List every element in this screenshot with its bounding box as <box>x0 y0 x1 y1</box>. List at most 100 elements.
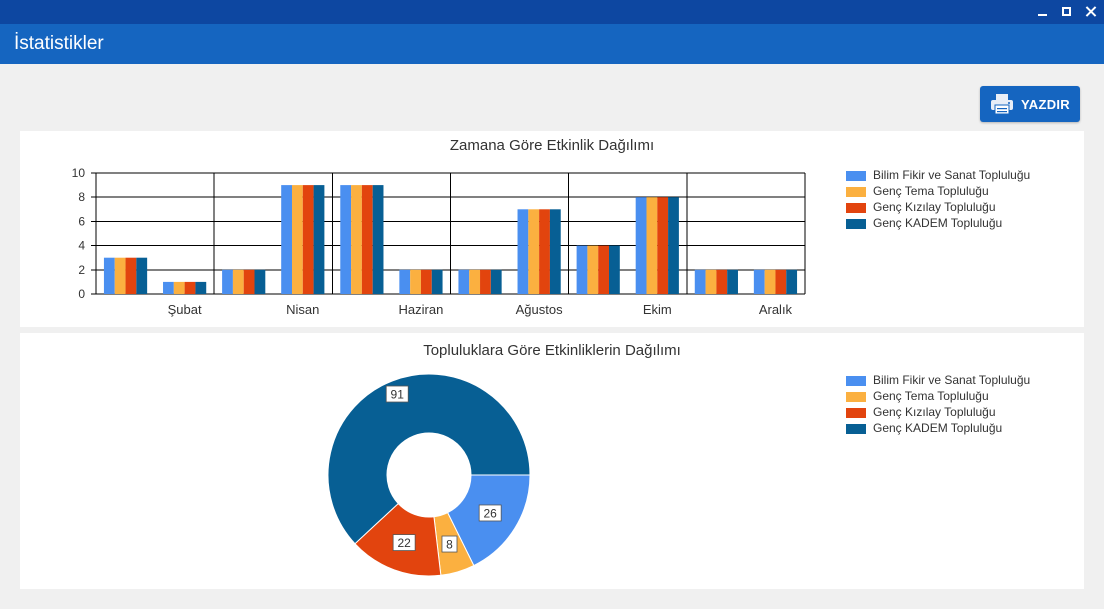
bar <box>399 269 411 294</box>
legend-swatch <box>846 171 866 181</box>
y-tick-label: 6 <box>78 214 85 228</box>
slice-label: 91 <box>391 388 405 402</box>
minimize-icon[interactable] <box>1034 3 1052 21</box>
legend-label: Bilim Fikir ve Sanat Topluluğu <box>873 373 1031 387</box>
bar <box>125 257 137 294</box>
slice-label-box <box>478 504 502 522</box>
bar <box>163 281 174 294</box>
bar <box>302 185 314 294</box>
bar <box>410 269 421 294</box>
bar <box>716 269 728 294</box>
legend-swatch <box>846 187 866 197</box>
bar <box>598 245 610 294</box>
bar <box>136 257 148 294</box>
x-tick-label: Aralık <box>759 302 793 317</box>
bar <box>195 281 207 294</box>
print-button-label: YAZDIR <box>1021 97 1070 112</box>
legend-label: Genç Tema Topluluğu <box>873 389 989 403</box>
bar <box>103 257 115 294</box>
bar <box>786 269 798 294</box>
legend-label: Genç KADEM Topluluğu <box>873 216 1003 230</box>
pie-chart-panel: Topluluklara Göre Etkinliklerin Dağılımı… <box>20 333 1084 589</box>
bar <box>635 197 647 294</box>
legend-label: Genç KADEM Topluluğu <box>873 421 1003 435</box>
printer-icon <box>991 94 1013 115</box>
bar <box>291 185 303 294</box>
window-bar <box>0 0 1104 24</box>
bar-chart-panel: Zamana Göre Etkinlik Dağılımı 0 2 4 6 8 10 Şub… <box>20 131 1084 327</box>
bar <box>243 269 255 294</box>
bar <box>528 209 540 294</box>
bar <box>254 269 266 294</box>
print-button[interactable]: YAZDIR <box>980 86 1080 122</box>
y-tick-label: 8 <box>78 190 85 204</box>
page-title: İstatistikler <box>14 33 104 54</box>
legend-swatch <box>846 408 866 418</box>
legend-swatch <box>846 392 866 402</box>
legend-label: Genç Tema Topluluğu <box>873 184 989 198</box>
slice-label: 26 <box>483 506 497 520</box>
close-icon[interactable] <box>1082 3 1100 21</box>
legend-label: Bilim Fikir ve Sanat Topluluğu <box>873 168 1031 182</box>
bar <box>775 269 787 294</box>
bar <box>361 185 373 294</box>
bar <box>458 269 470 294</box>
bar <box>705 269 717 294</box>
bar <box>657 197 669 294</box>
x-tick-label: Şubat <box>168 302 202 317</box>
bar <box>549 209 561 294</box>
slice-label: 8 <box>446 538 453 552</box>
bar <box>587 245 599 294</box>
bar <box>184 281 196 294</box>
slice-label-box <box>441 535 458 553</box>
bar <box>351 185 362 294</box>
x-tick-label: Nisan <box>286 302 319 317</box>
bar <box>539 209 550 294</box>
bar <box>764 269 776 294</box>
bar <box>313 185 325 294</box>
x-tick-label: Ağustos <box>516 302 563 317</box>
bar <box>694 269 706 294</box>
bar <box>727 269 738 294</box>
maximize-icon[interactable] <box>1058 3 1076 21</box>
bar <box>232 269 244 294</box>
bar <box>114 257 126 294</box>
bar <box>222 269 233 294</box>
bar <box>490 269 502 294</box>
donut-chart: 26 8 22 91 <box>327 373 531 577</box>
legend-swatch <box>846 376 866 386</box>
bar <box>576 245 588 294</box>
legend-label: Genç Kızılay Topluluğu <box>873 200 996 214</box>
bar <box>646 197 658 294</box>
bar <box>420 269 432 294</box>
bar <box>173 281 185 294</box>
bar <box>372 185 384 294</box>
bar <box>609 245 620 294</box>
legend-swatch <box>846 424 866 434</box>
title-bar: İstatistikler <box>0 24 1104 64</box>
slice-label-box <box>385 385 409 403</box>
legend-label: Genç Kızılay Topluluğu <box>873 405 996 419</box>
y-tick-label: 0 <box>78 287 85 301</box>
slice-label: 22 <box>397 536 411 550</box>
bar-chart-title: Zamana Göre Etkinlik Dağılımı <box>449 137 655 154</box>
legend-swatch <box>846 219 866 229</box>
bar <box>281 185 292 294</box>
pie-chart-title: Topluluklara Göre Etkinliklerin Dağılımı <box>423 342 681 359</box>
bar <box>668 197 679 294</box>
legend-swatch <box>846 203 866 213</box>
pie-slice <box>327 373 531 545</box>
bar <box>517 209 529 294</box>
x-tick-label: Ekim <box>643 302 672 317</box>
bar <box>431 269 443 294</box>
bar <box>480 269 491 294</box>
y-tick-label: 4 <box>78 239 85 253</box>
slice-label-box <box>392 534 416 551</box>
y-tick-label: 10 <box>72 166 86 180</box>
bar <box>753 269 765 294</box>
x-tick-label: Haziran <box>399 302 444 317</box>
bar <box>340 185 352 294</box>
bar <box>469 269 481 294</box>
bar-chart: 0 2 4 6 8 10 Şubat Nisan Haziran Ağustos Ekim Aralı… <box>72 166 806 317</box>
y-tick-label: 2 <box>78 263 85 277</box>
